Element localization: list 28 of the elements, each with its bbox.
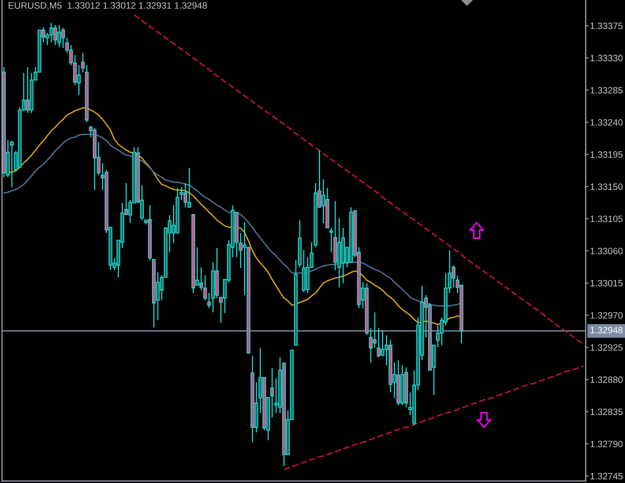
y-tick-label: 1.33285: [590, 86, 623, 94]
y-tick-label: 1.33060: [590, 248, 623, 254]
candlestick: [10, 140, 14, 188]
y-tick-label: 1.33240: [590, 119, 623, 126]
y-tick-label: 1.32925: [590, 344, 623, 351]
chart-title: EURUSD,M5 1.33012 1.33012 1.32931 1.32948: [8, 2, 207, 10]
ref-line-label: 1.32948: [590, 326, 623, 334]
y-tick-label: 1.32835: [590, 408, 623, 416]
y-tick-label: 1.33375: [590, 22, 623, 30]
line-series: [3, 134, 462, 307]
y-tick-label: 1.33330: [590, 54, 623, 62]
candlestick: [184, 182, 188, 208]
candlestick: [57, 24, 62, 48]
candlestick: [376, 328, 380, 358]
y-tick-label: 1.33150: [590, 183, 623, 190]
y-tick-label: 1.33105: [590, 216, 623, 222]
y-tick-label: 1.32745: [590, 472, 623, 480]
line-series: [283, 365, 584, 470]
y-tick-label: 1.32790: [590, 440, 623, 448]
y-tick-label: 1.33015: [590, 280, 623, 286]
y-tick-label: 1.32970: [590, 312, 623, 319]
y-tick-label: 1.32880: [590, 376, 623, 383]
candlestick: [49, 22, 54, 43]
line-series: [133, 14, 584, 346]
candlestick: [53, 24, 58, 46]
y-tick-label: 1.33195: [590, 151, 623, 158]
candlestick: [26, 66, 30, 114]
candlestick: [187, 167, 192, 208]
